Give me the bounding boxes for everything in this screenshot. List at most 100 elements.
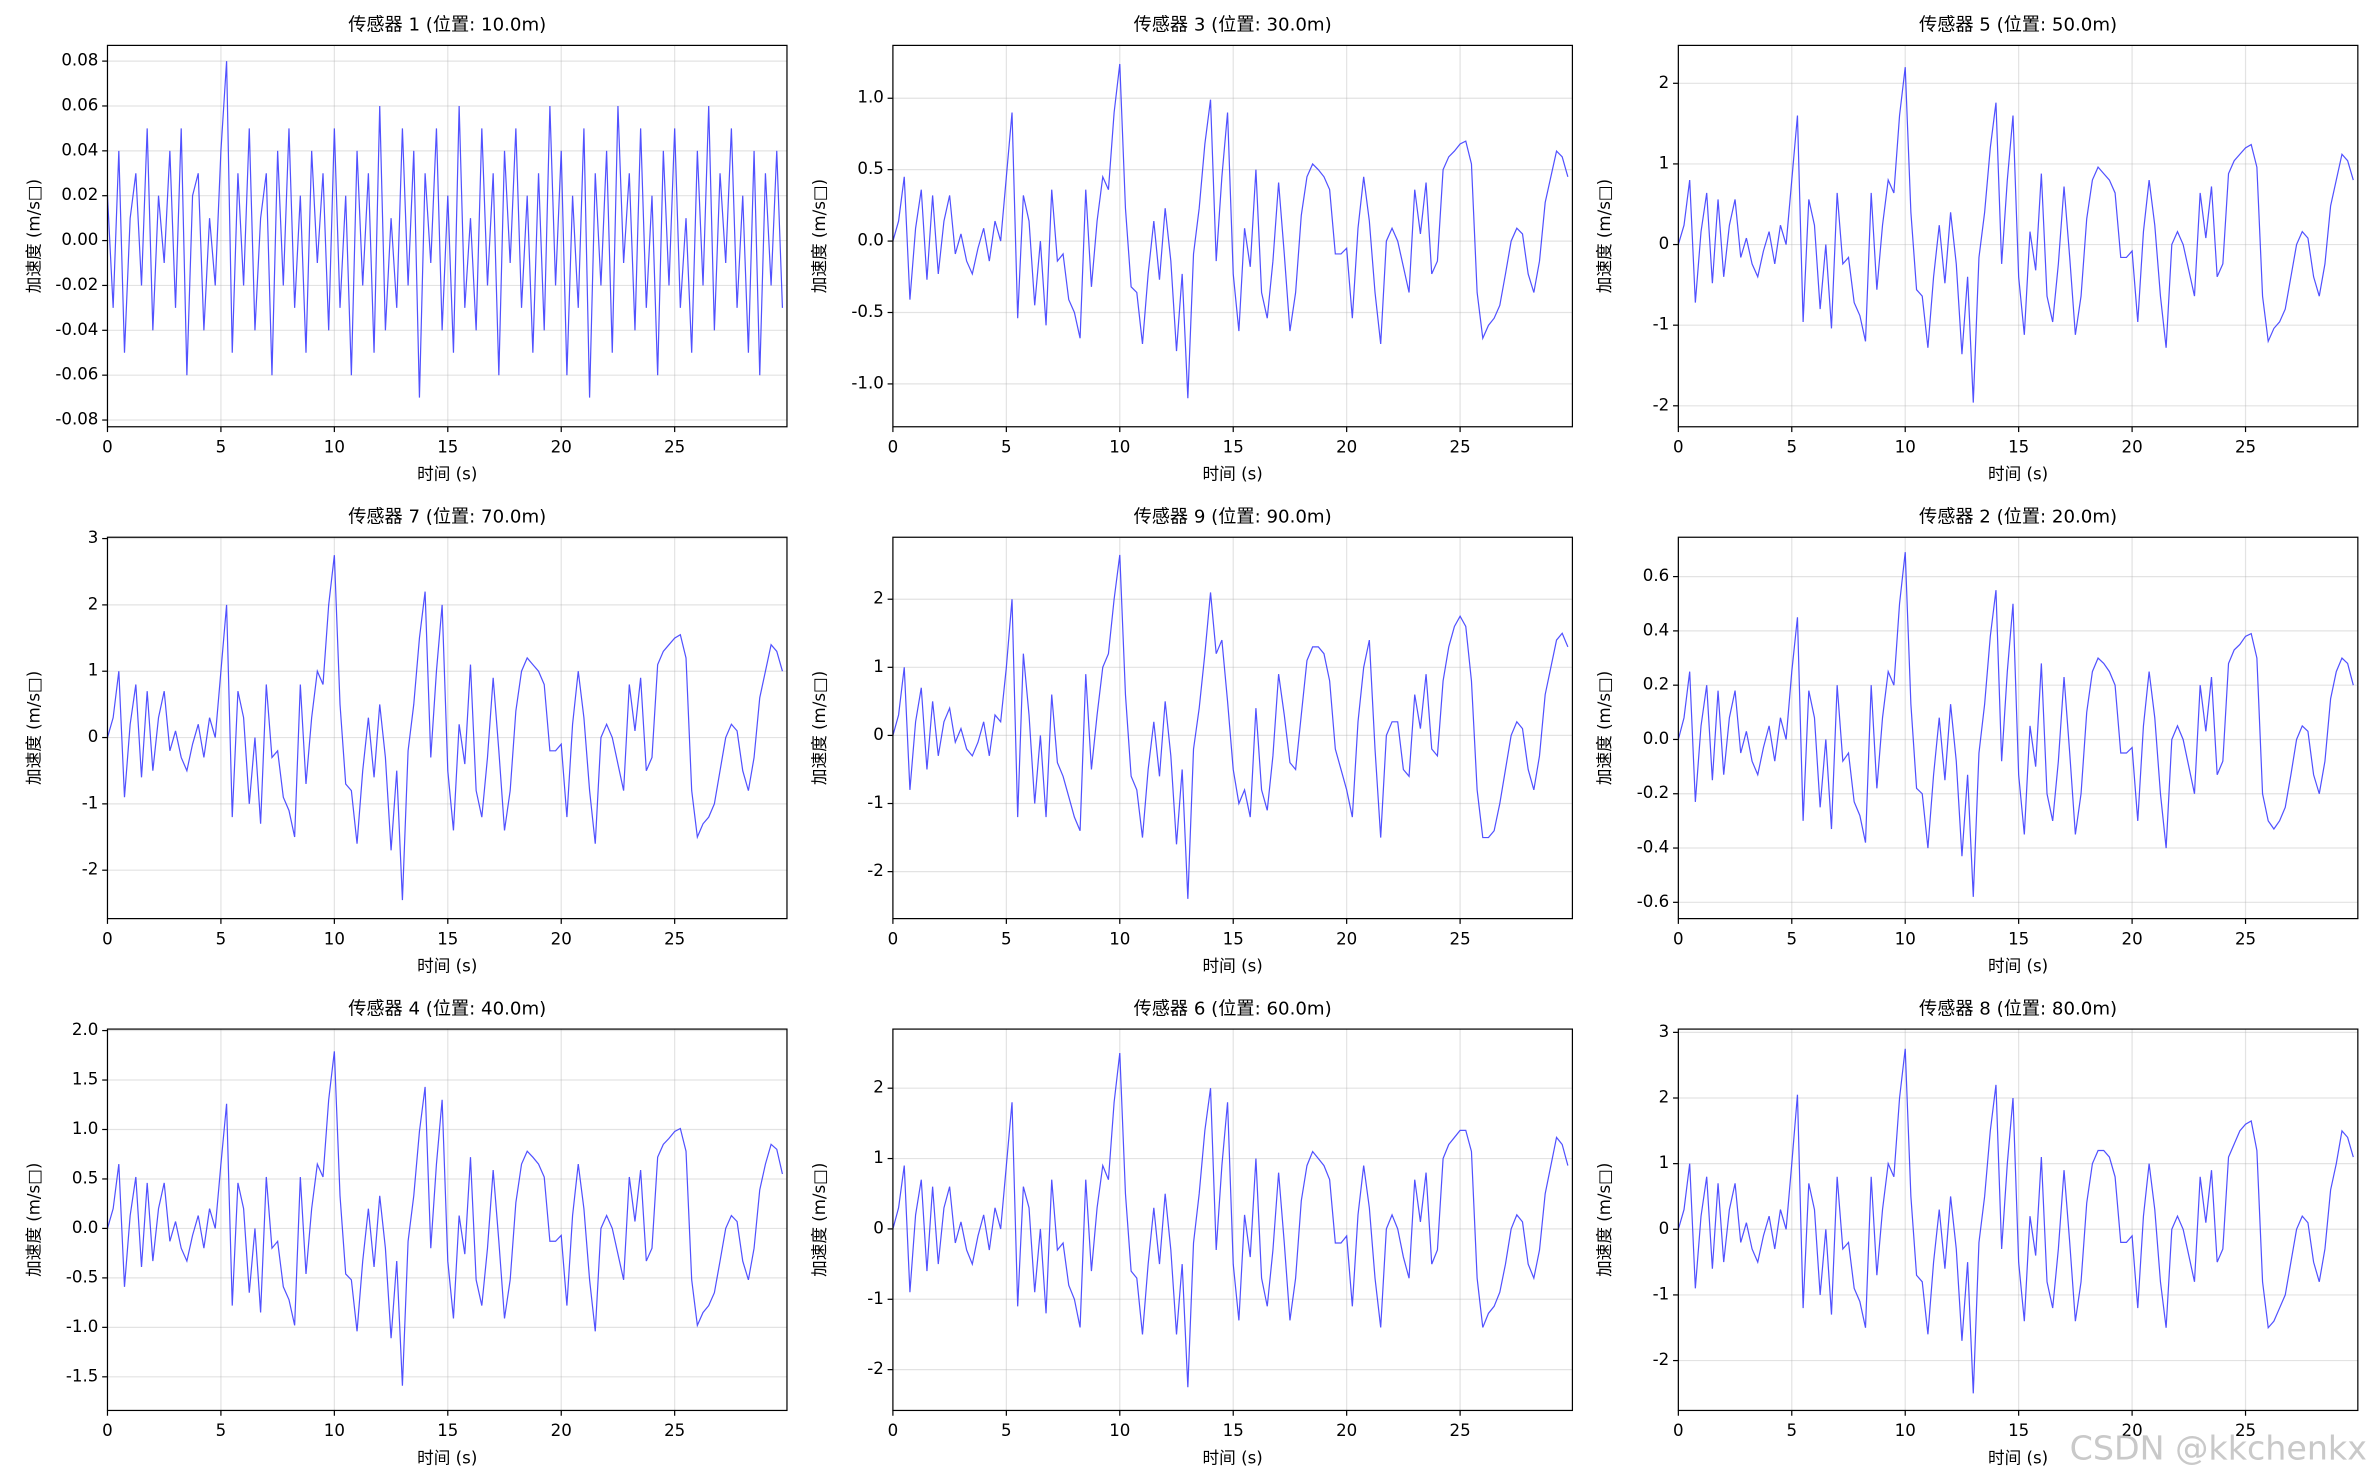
y-tick-label: 1.5 bbox=[72, 1070, 98, 1089]
y-tick-label: 3 bbox=[1659, 1022, 1670, 1041]
y-tick-label: -1.0 bbox=[66, 1317, 98, 1336]
y-tick-label: 2 bbox=[873, 1078, 884, 1097]
x-tick-label: 5 bbox=[1001, 437, 1012, 456]
y-tick-label: -1.5 bbox=[66, 1366, 98, 1385]
y-axis-label: 加速度 (m/s□) bbox=[24, 671, 43, 785]
y-tick-label: -2 bbox=[1653, 1350, 1670, 1369]
x-tick-label: 20 bbox=[1336, 437, 1357, 456]
y-tick-label: -0.04 bbox=[55, 320, 98, 339]
x-tick-label: 10 bbox=[324, 1421, 345, 1440]
x-axis-label: 时间 (s) bbox=[1203, 957, 1263, 976]
x-tick-label: 20 bbox=[551, 929, 572, 948]
y-tick-label: -2 bbox=[867, 861, 884, 880]
y-tick-label: 0 bbox=[88, 727, 99, 746]
y-tick-label: -1.0 bbox=[851, 373, 883, 392]
x-axis-label: 时间 (s) bbox=[1203, 465, 1263, 484]
x-axis-label: 时间 (s) bbox=[417, 465, 477, 484]
y-tick-label: 0.2 bbox=[1643, 675, 1669, 694]
x-tick-label: 15 bbox=[437, 437, 458, 456]
x-tick-label: 10 bbox=[1895, 1421, 1916, 1440]
x-tick-label: 10 bbox=[1895, 437, 1916, 456]
x-tick-label: 25 bbox=[2235, 1421, 2256, 1440]
x-tick-label: 0 bbox=[1673, 437, 1684, 456]
axes-frame bbox=[106, 536, 788, 920]
x-tick-label: 20 bbox=[551, 1421, 572, 1440]
axes-frame bbox=[1677, 44, 2359, 428]
chart-title: 传感器 9 (位置: 90.0m) bbox=[1134, 507, 1332, 528]
x-tick-label: 15 bbox=[2008, 1421, 2029, 1440]
chart-title: 传感器 4 (位置: 40.0m) bbox=[348, 998, 546, 1019]
x-tick-label: 25 bbox=[664, 1421, 685, 1440]
y-tick-label: -1 bbox=[867, 1289, 884, 1308]
x-tick-label: 20 bbox=[2122, 1421, 2143, 1440]
axes-frame bbox=[106, 44, 788, 428]
y-tick-label: 2 bbox=[1659, 73, 1670, 92]
y-tick-label: -0.02 bbox=[55, 275, 98, 294]
y-axis-label: 加速度 (m/s□) bbox=[1595, 179, 1614, 293]
y-tick-label: -1 bbox=[82, 793, 99, 812]
signal-line bbox=[1678, 552, 2354, 897]
x-axis-label: 时间 (s) bbox=[417, 957, 477, 976]
x-tick-label: 20 bbox=[551, 437, 572, 456]
y-tick-label: -0.4 bbox=[1637, 838, 1669, 857]
y-tick-label: -0.2 bbox=[1637, 783, 1669, 802]
y-tick-label: -2 bbox=[82, 860, 99, 879]
y-tick-label: 2 bbox=[88, 594, 99, 613]
y-tick-label: -0.08 bbox=[55, 410, 98, 429]
x-tick-label: 5 bbox=[216, 929, 227, 948]
x-tick-label: 5 bbox=[1786, 437, 1797, 456]
y-axis-label: 加速度 (m/s□) bbox=[1595, 1163, 1614, 1277]
y-tick-label: 2 bbox=[873, 589, 884, 608]
axes-frame bbox=[892, 1028, 1574, 1412]
x-tick-label: 15 bbox=[1223, 437, 1244, 456]
y-axis-label: 加速度 (m/s□) bbox=[810, 671, 829, 785]
chart-title: 传感器 8 (位置: 80.0m) bbox=[1919, 998, 2117, 1019]
x-tick-label: 25 bbox=[2235, 929, 2256, 948]
y-axis-label: 加速度 (m/s□) bbox=[810, 1163, 829, 1277]
x-tick-label: 10 bbox=[324, 929, 345, 948]
y-tick-label: 1 bbox=[873, 657, 884, 676]
x-tick-label: 0 bbox=[1673, 929, 1684, 948]
x-tick-label: 15 bbox=[437, 929, 458, 948]
y-tick-label: -0.6 bbox=[1637, 892, 1669, 911]
y-tick-label: 2 bbox=[1659, 1088, 1670, 1107]
x-axis-label: 时间 (s) bbox=[417, 1448, 477, 1467]
y-tick-label: 0 bbox=[1659, 234, 1670, 253]
y-tick-label: 0.0 bbox=[72, 1218, 98, 1237]
y-tick-label: -2 bbox=[867, 1359, 884, 1378]
x-axis-label: 时间 (s) bbox=[1988, 957, 2048, 976]
axes-frame bbox=[892, 536, 1574, 920]
chart-title: 传感器 7 (位置: 70.0m) bbox=[348, 507, 546, 528]
x-tick-label: 25 bbox=[664, 437, 685, 456]
y-tick-label: 0.02 bbox=[61, 185, 98, 204]
y-tick-label: 1.0 bbox=[72, 1119, 98, 1138]
y-tick-label: 0.06 bbox=[61, 95, 98, 114]
y-tick-label: 0.5 bbox=[72, 1168, 98, 1187]
y-tick-label: -0.5 bbox=[66, 1267, 98, 1286]
x-tick-label: 15 bbox=[2008, 929, 2029, 948]
x-tick-label: 25 bbox=[2235, 437, 2256, 456]
watermark: CSDN @kkchenkx bbox=[2070, 1428, 2367, 1467]
x-tick-label: 10 bbox=[1109, 929, 1130, 948]
x-tick-label: 15 bbox=[437, 1421, 458, 1440]
x-axis-label: 时间 (s) bbox=[1988, 465, 2048, 484]
y-tick-label: 0.4 bbox=[1643, 620, 1669, 639]
x-tick-label: 10 bbox=[1895, 929, 1916, 948]
signal-line bbox=[1678, 1048, 2354, 1394]
y-tick-label: -1 bbox=[1653, 315, 1670, 334]
x-tick-label: 5 bbox=[1001, 1421, 1012, 1440]
y-tick-label: 0.5 bbox=[857, 159, 883, 178]
x-tick-label: 5 bbox=[216, 437, 227, 456]
axes-frame bbox=[106, 1028, 788, 1412]
y-tick-label: 0.08 bbox=[61, 51, 98, 70]
x-tick-label: 0 bbox=[888, 1421, 899, 1440]
x-tick-label: 10 bbox=[1109, 437, 1130, 456]
x-tick-label: 0 bbox=[888, 437, 899, 456]
axes-frame bbox=[892, 44, 1574, 428]
signal-line bbox=[107, 1051, 784, 1386]
signal-line bbox=[892, 554, 1569, 899]
x-tick-label: 0 bbox=[102, 437, 113, 456]
